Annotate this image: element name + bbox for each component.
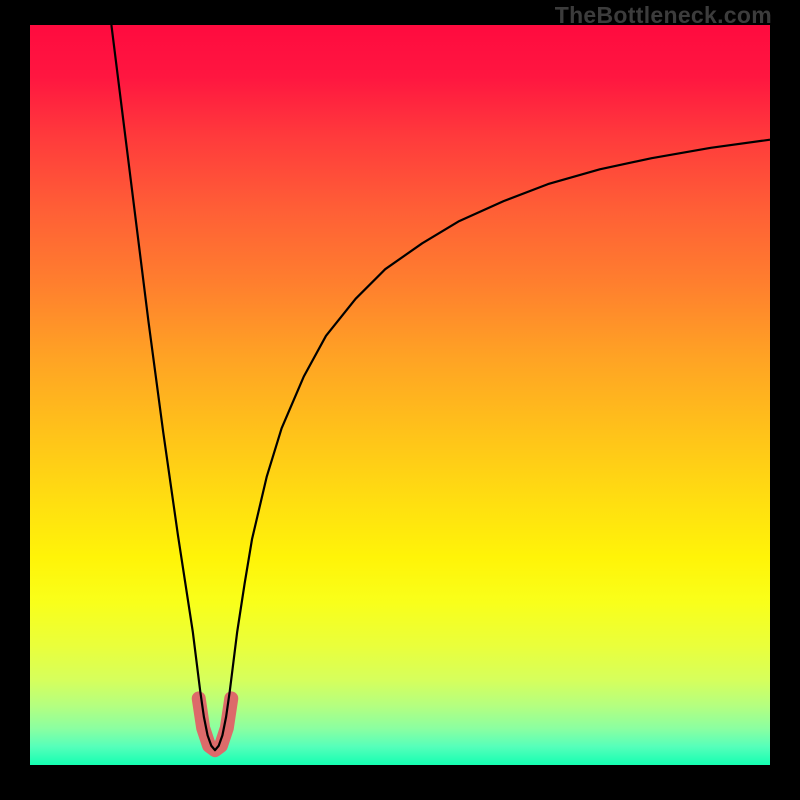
watermark-text: TheBottleneck.com: [555, 2, 772, 29]
plot-background: [30, 25, 770, 765]
chart-stage: TheBottleneck.com: [0, 0, 800, 800]
bottleneck-chart: [0, 0, 800, 800]
